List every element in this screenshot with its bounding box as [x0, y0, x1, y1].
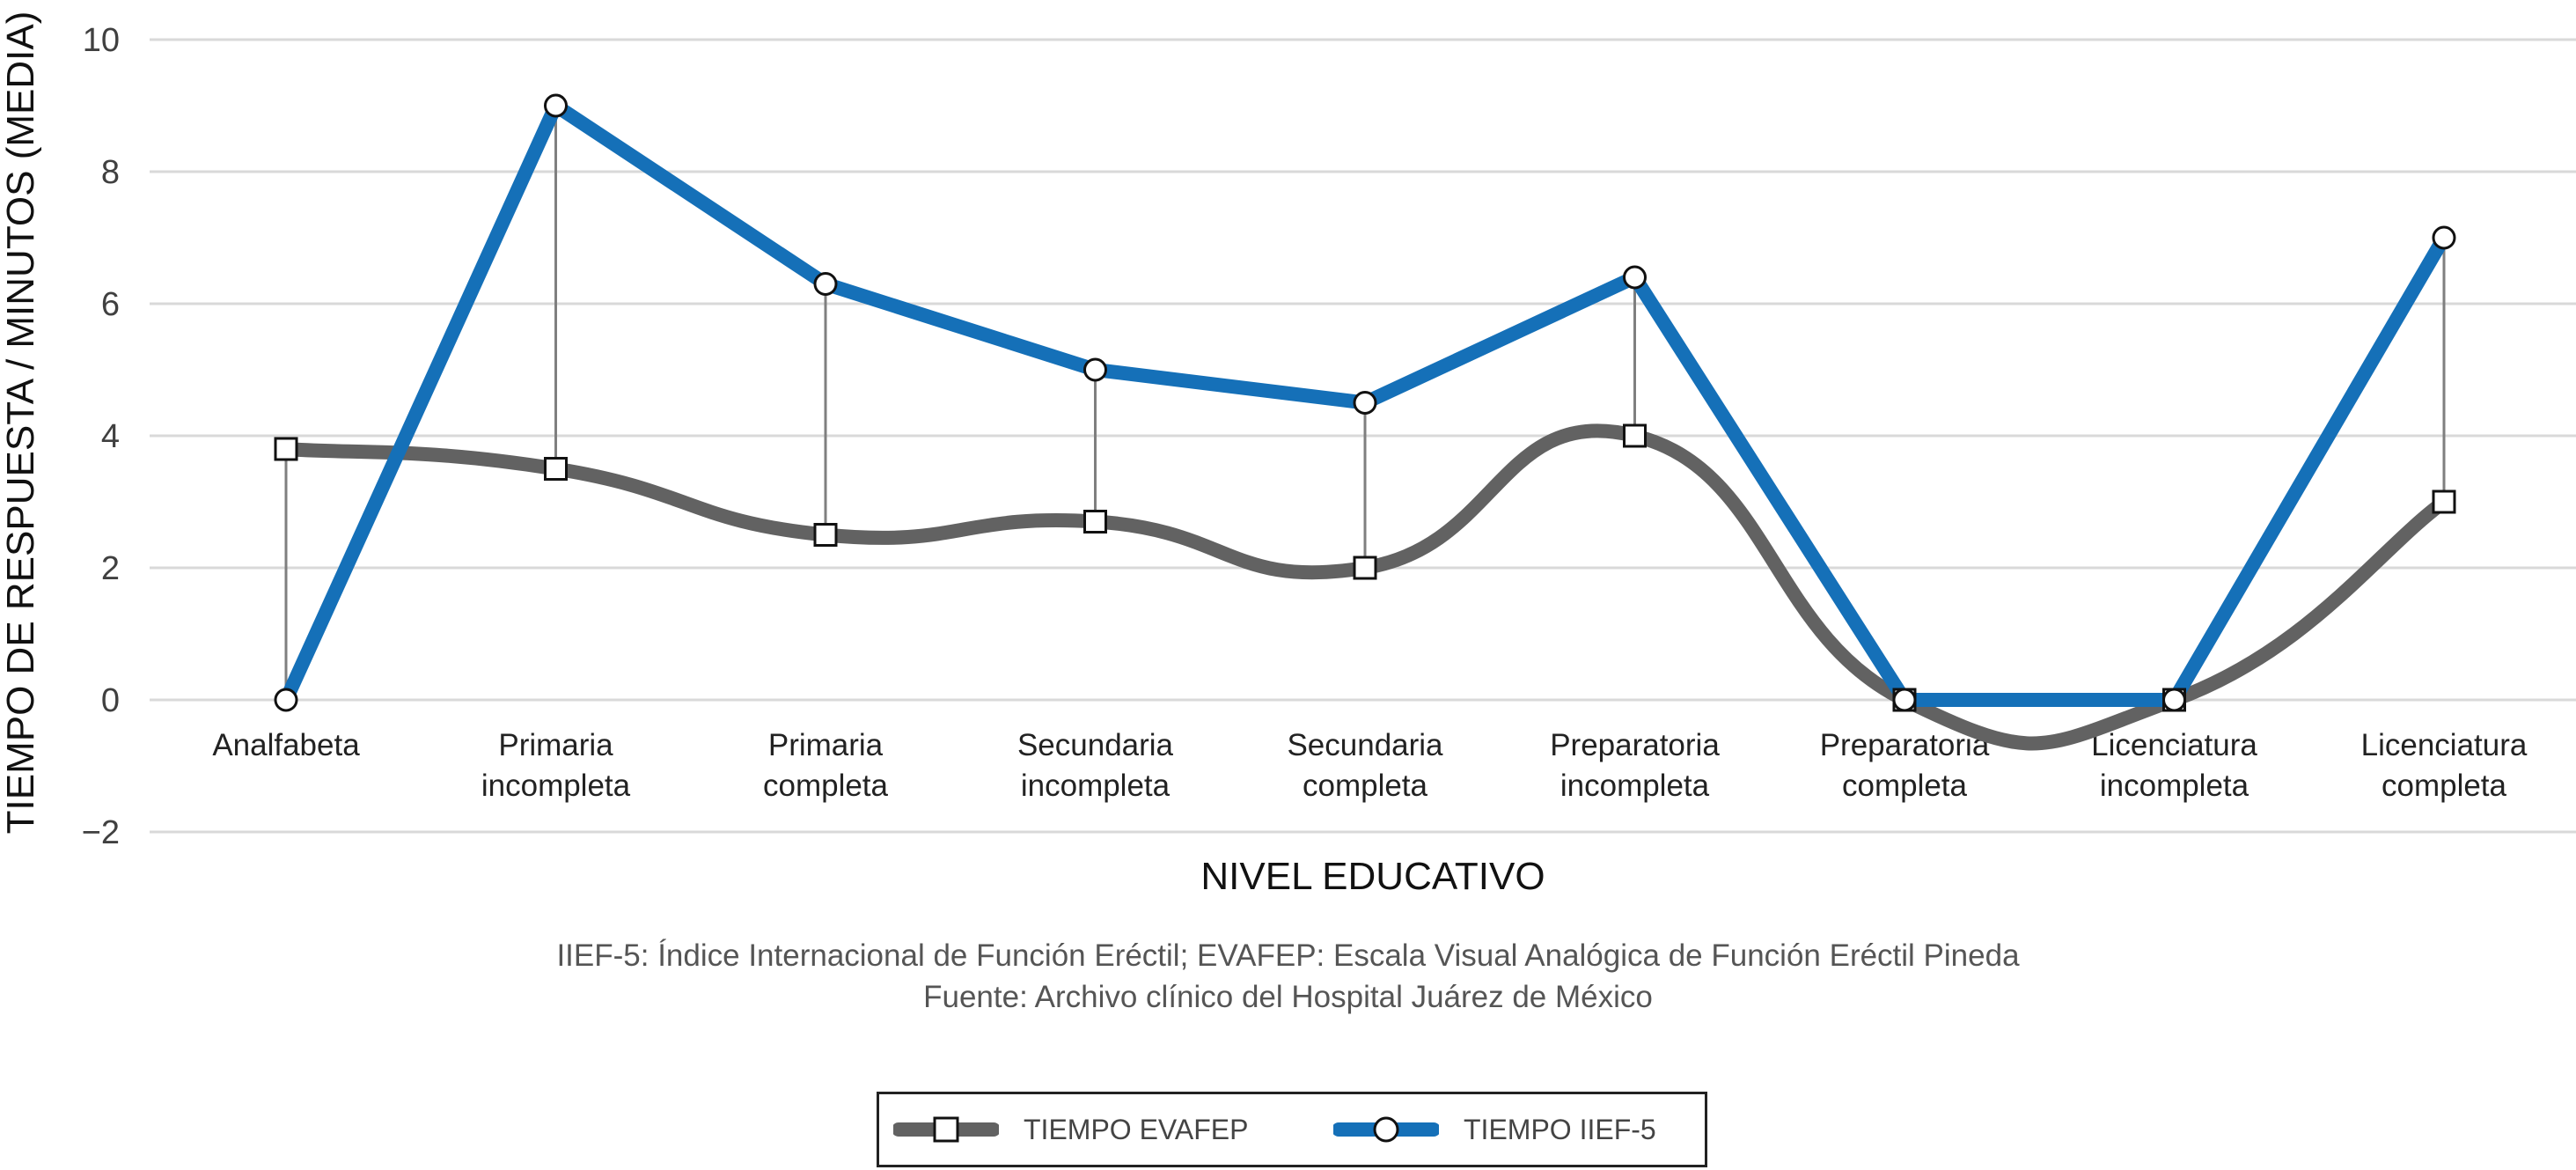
x-tick-label-3-line-1: incompleta: [1021, 769, 1171, 803]
marker-iief5-1: [544, 93, 568, 118]
chart-note-source: Fuente: Archivo clínico del Hospital Juá…: [923, 980, 1653, 1014]
x-tick-label-1: Primaria incompleta: [481, 728, 631, 803]
series-line-0: [279, 423, 2451, 751]
legend: TIEMPO EVAFEP TIEMPO IIEF-5: [877, 1092, 1707, 1167]
marker-iief5-0: [274, 688, 298, 712]
x-tick-label-0-line-0: Analfabeta: [212, 728, 360, 762]
marker-iief5-4: [1353, 391, 1377, 415]
marker-iief5-5: [1623, 265, 1647, 290]
x-tick-label-2-line-0: Primaria: [768, 728, 884, 762]
y-tick-label-3: 4: [101, 418, 120, 455]
legend-label-iief5: TIEMPO IIEF-5: [1464, 1113, 1656, 1145]
legend-swatch-iief5: [1333, 1116, 1439, 1143]
marker-evafep-2: [813, 523, 838, 547]
y-tick-label-4: 6: [101, 286, 120, 323]
x-tick-labels: Analfabeta Primaria incompleta Primaria comp…: [212, 728, 2528, 803]
x-tick-label-3-line-0: Secundaria: [1017, 728, 1174, 762]
series-markers: [274, 93, 2456, 712]
y-tick-labels: −2 0 2 4 6 8 10: [82, 22, 120, 851]
x-tick-label-2: Primaria completa: [763, 728, 889, 803]
legend-label-evafep: TIEMPO EVAFEP: [1024, 1113, 1249, 1145]
marker-iief5-8: [2432, 225, 2456, 250]
marker-iief5-6: [1892, 688, 1917, 712]
marker-evafep-4: [1353, 556, 1377, 580]
legend-item-evafep: TIEMPO EVAFEP: [893, 1094, 1248, 1165]
x-tick-label-6-line-1: completa: [1842, 769, 1968, 803]
marker-evafep-5: [1623, 423, 1647, 448]
x-tick-label-6: Preparatoria completa: [1820, 728, 1990, 803]
x-tick-label-4: Secundaria completa: [1287, 728, 1443, 803]
x-tick-label-7: Licenciatura incompleta: [2091, 728, 2257, 803]
y-tick-label-2: 2: [101, 550, 120, 587]
x-tick-label-8-line-1: completa: [2382, 769, 2507, 803]
x-tick-label-4-line-1: completa: [1303, 769, 1428, 803]
x-tick-label-6-line-0: Preparatoria: [1820, 728, 1990, 762]
x-tick-label-5-line-0: Preparatoria: [1550, 728, 1720, 762]
x-tick-label-0: Analfabeta: [212, 728, 360, 762]
marker-evafep-3: [1083, 510, 1107, 533]
marker-evafep-8: [2432, 489, 2456, 514]
legend-swatch-evafep: [893, 1116, 999, 1143]
y-tick-label-0: −2: [82, 814, 120, 851]
x-tick-label-5: Preparatoria incompleta: [1550, 728, 1720, 803]
marker-evafep-1: [544, 457, 568, 481]
legend-item-iief5: TIEMPO IIEF-5: [1333, 1094, 1656, 1165]
x-tick-label-3: Secundaria incompleta: [1017, 728, 1174, 803]
x-tick-label-1-line-0: Primaria: [498, 728, 613, 762]
y-tick-label-6: 10: [83, 22, 120, 59]
marker-iief5-3: [1083, 357, 1107, 382]
y-tick-label-1: 0: [101, 682, 120, 719]
y-axis-title: TIEMPO DE RESPUESTA / MINUTOS (MEDIA): [0, 11, 42, 835]
marker-iief5-2: [813, 272, 838, 296]
x-axis-title: NIVEL EDUCATIVO: [1200, 855, 1545, 898]
y-tick-label-5: 8: [101, 154, 120, 191]
marker-evafep-0: [274, 437, 298, 461]
x-tick-label-7-line-0: Licenciatura: [2091, 728, 2257, 762]
x-tick-label-7-line-1: incompleta: [2100, 769, 2249, 803]
chart-note-abbreviations: IIEF-5: Índice Internacional de Función …: [556, 938, 2020, 973]
x-tick-label-8-line-0: Licenciatura: [2361, 728, 2528, 762]
x-tick-label-5-line-1: incompleta: [1560, 769, 1710, 803]
x-tick-label-8: Licenciatura completa: [2361, 728, 2528, 803]
gridlines: [150, 38, 2576, 834]
x-tick-label-2-line-1: completa: [763, 769, 889, 803]
high-low-lines: [284, 106, 2446, 700]
x-tick-label-1-line-1: incompleta: [481, 769, 631, 803]
marker-iief5-7: [2162, 688, 2186, 712]
x-tick-label-4-line-0: Secundaria: [1287, 728, 1443, 762]
